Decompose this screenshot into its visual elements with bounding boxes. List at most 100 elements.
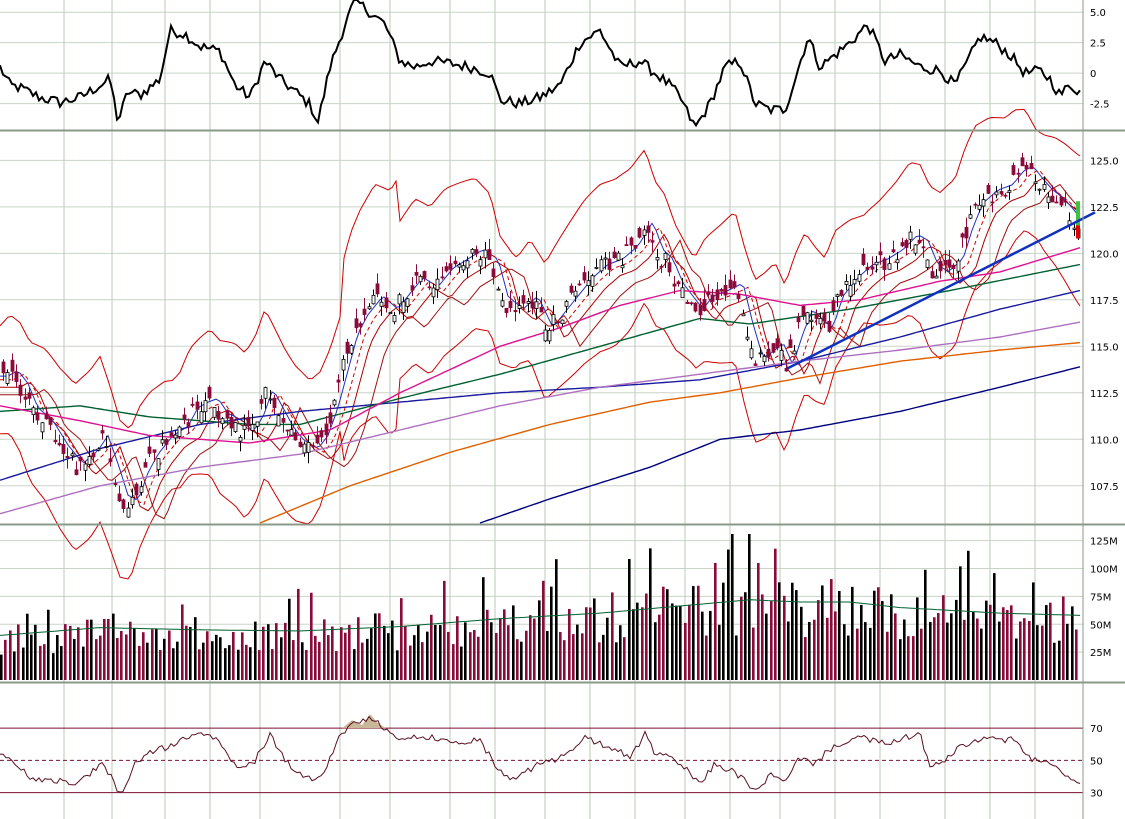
volume-bar <box>348 624 351 680</box>
price-panel <box>0 108 1096 580</box>
candle-body <box>960 233 965 238</box>
volume-bar <box>993 573 996 680</box>
volume-bar <box>228 645 231 680</box>
volume-bar <box>628 559 631 680</box>
candle-body <box>164 439 169 445</box>
candle-body <box>839 290 844 296</box>
volume-bar <box>460 646 463 680</box>
candle-body <box>573 290 578 297</box>
volume-bar <box>1053 642 1056 680</box>
volume-bar <box>826 617 829 680</box>
volume-bar <box>701 611 704 680</box>
volume-bar <box>344 632 347 680</box>
candle-body <box>500 300 505 307</box>
volume-bar <box>684 622 687 680</box>
volume-bar <box>155 628 158 680</box>
candle-body <box>788 339 793 348</box>
candle-body <box>87 456 92 465</box>
volume-bar <box>821 585 824 680</box>
volume-bar <box>851 586 854 680</box>
candle-body <box>586 280 591 286</box>
volume-bar <box>744 592 747 680</box>
rsi-tick-label: 50 <box>1090 756 1103 767</box>
overlay-ma-50 <box>0 247 1081 444</box>
candle-body <box>272 397 277 408</box>
candle-body <box>242 424 247 430</box>
volume-tick-label: 100M <box>1090 565 1118 576</box>
volume-bar <box>271 649 274 680</box>
volume-bar <box>606 617 609 680</box>
volume-bar <box>258 650 261 680</box>
candle-body <box>91 452 96 458</box>
volume-bar <box>834 611 837 680</box>
candle-body <box>96 448 101 451</box>
volume-bar <box>636 602 639 680</box>
ma-short-red <box>0 176 1081 512</box>
volume-bar <box>722 582 725 680</box>
candle-body <box>693 302 698 312</box>
candle-body <box>861 253 866 265</box>
volume-bar <box>516 639 519 680</box>
candle-body <box>18 384 23 396</box>
volume-bar <box>877 587 880 680</box>
overlay-ema-long <box>259 341 1081 524</box>
volume-bar <box>955 599 958 680</box>
candle-body <box>753 363 758 366</box>
candle-body <box>427 286 432 289</box>
candle-body <box>891 249 896 253</box>
volume-bar <box>116 637 119 680</box>
volume-bar <box>378 613 381 680</box>
osc-tick-label: -2.5 <box>1090 100 1110 111</box>
candle-body <box>225 409 230 419</box>
candle-body <box>405 298 410 307</box>
volume-bar <box>985 600 988 680</box>
volume-bar <box>1028 620 1031 680</box>
volume-bar <box>202 642 205 680</box>
candle-body <box>650 240 655 243</box>
candle-body <box>667 262 672 273</box>
price-tick-label: 122.5 <box>1090 203 1119 214</box>
volume-bar <box>654 622 657 680</box>
volume-bar <box>585 607 588 680</box>
volume-bar <box>804 637 807 680</box>
volume-bar <box>645 593 648 680</box>
candle-body <box>470 248 475 254</box>
candle-body <box>865 266 870 271</box>
volume-bar <box>709 610 712 680</box>
price-tick-label: 112.5 <box>1090 389 1119 400</box>
candle-body <box>745 336 750 340</box>
candle-body <box>1054 201 1059 204</box>
volume-bar <box>443 580 446 680</box>
candle-body <box>53 439 58 443</box>
candle-body <box>582 272 587 281</box>
candle-body <box>375 283 380 295</box>
volume-bar <box>1023 618 1026 680</box>
candle-body <box>934 275 939 279</box>
candle-body <box>986 185 991 194</box>
volume-bar <box>787 621 790 680</box>
candle-body <box>160 439 165 444</box>
candle-body <box>203 400 208 413</box>
volume-bar <box>323 619 326 680</box>
volume-bar <box>890 594 893 680</box>
candle-body <box>706 291 711 295</box>
volume-bar <box>297 588 300 680</box>
candle-body <box>680 287 685 299</box>
volume-bar <box>808 621 811 680</box>
candle-body <box>814 313 819 319</box>
volume-bar <box>1002 607 1005 680</box>
candle-body <box>590 275 595 287</box>
volume-bar <box>129 621 132 680</box>
volume-bar <box>52 653 55 680</box>
volume-bar <box>404 626 407 680</box>
candle-body <box>371 294 376 305</box>
candle-body <box>268 398 273 401</box>
volume-bar <box>133 628 136 680</box>
candle-body <box>10 359 15 372</box>
candle-body <box>147 446 152 454</box>
candle-body <box>156 458 161 471</box>
volume-bar <box>396 650 399 680</box>
volume-bar <box>641 607 644 680</box>
candle-body <box>835 294 840 297</box>
overlay-ema-short <box>479 366 1081 524</box>
